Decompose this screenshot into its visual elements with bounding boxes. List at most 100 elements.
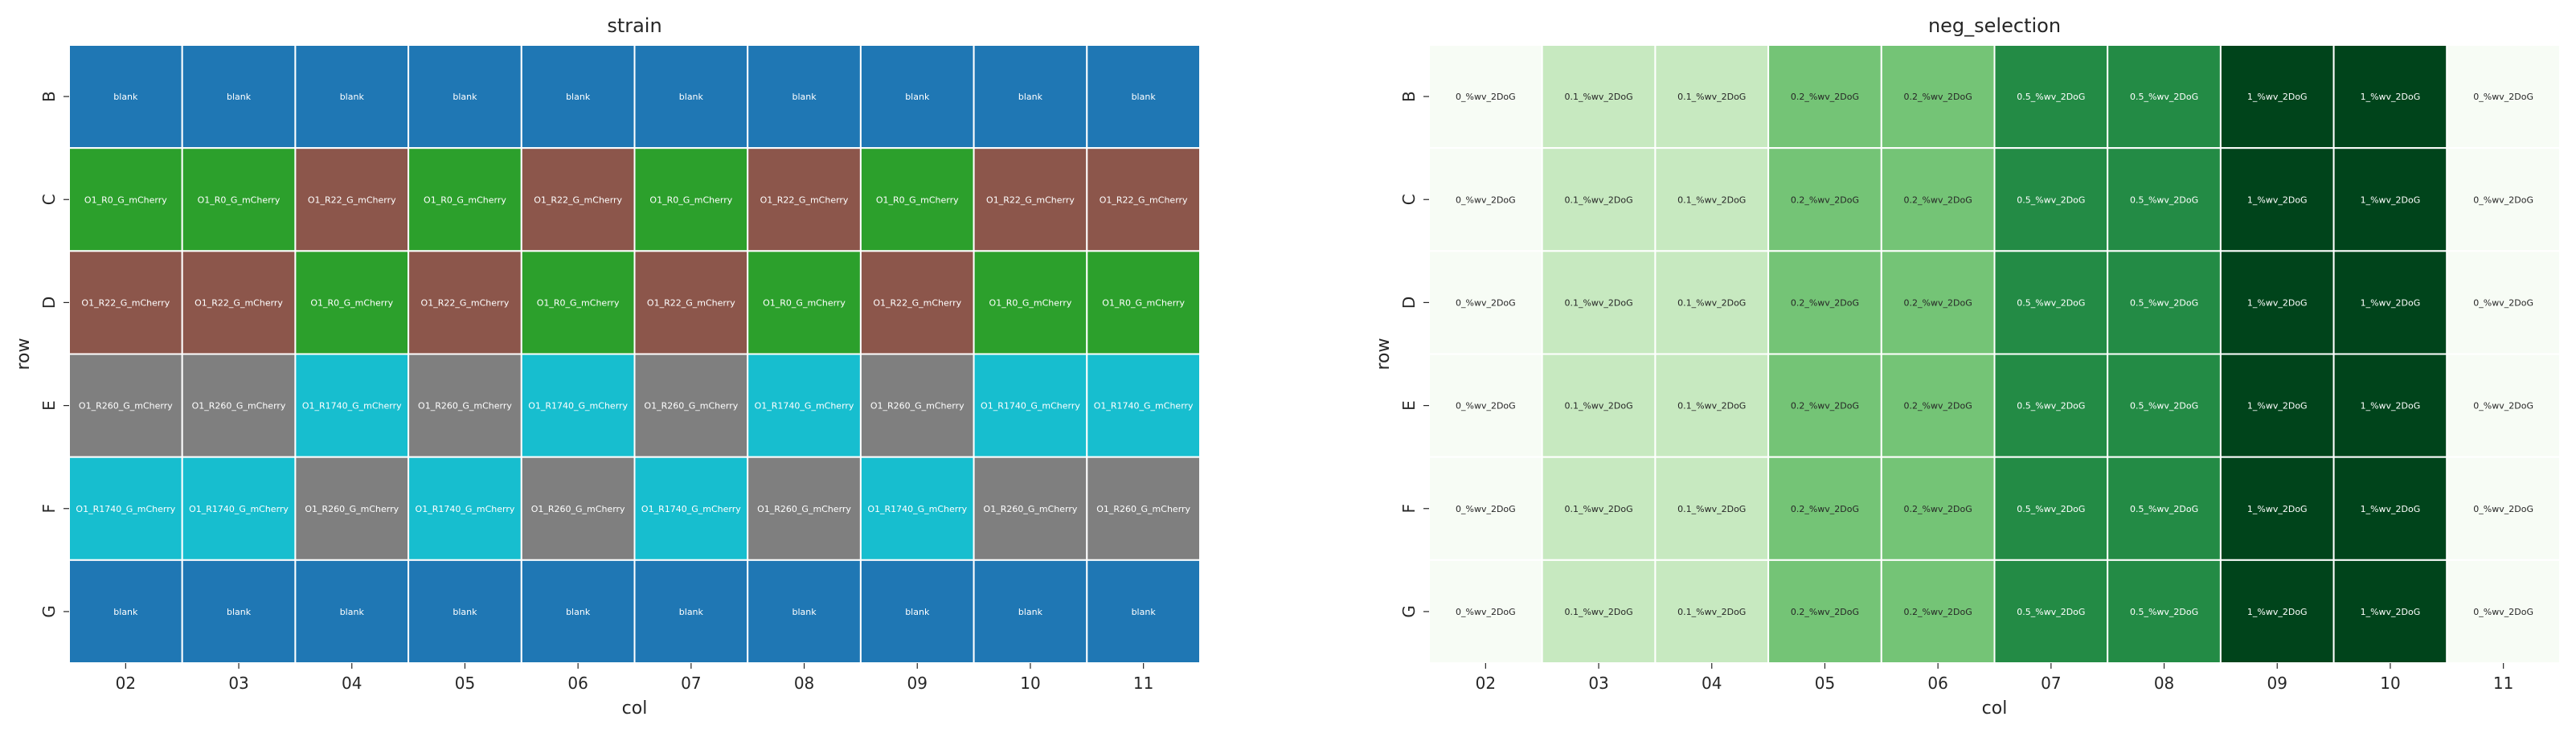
heatmap-cell [973,456,1088,561]
heatmap-cell [181,44,297,149]
heatmap-cell [1767,456,1882,561]
heatmap-cell [2446,353,2562,458]
heatmap-cell [1767,250,1882,355]
heatmap-cell [181,250,297,355]
cell-label: O1_R22_G_mCherry [534,195,622,205]
x-tick-label: 03 [1588,674,1608,693]
heatmap-cell [1993,44,2109,149]
heatmap-cell [1993,456,2109,561]
x-tick-label: 11 [2493,674,2513,693]
y-tick-label: E [39,400,59,411]
heatmap-cell [2219,559,2335,664]
cell-label: O1_R1740_G_mCherry [528,401,628,412]
x-axis-label: col [1982,698,2008,719]
cell-label: O1_R1740_G_mCherry [416,504,515,514]
heatmap-cell [1654,147,1770,252]
heatmap-cell [2332,559,2448,664]
x-tick-label: 04 [342,674,362,693]
cell-label: 1_%wv_2DoG [2247,607,2308,617]
heatmap-cell [973,250,1088,355]
heatmap-cell [407,559,522,664]
cell-label: 0.1_%wv_2DoG [1564,195,1632,205]
heatmap-cell [633,147,749,252]
cell-label: 1_%wv_2DoG [2247,504,2308,514]
heatmap-cell [1086,147,1202,252]
heatmap-cell [633,456,749,561]
cell-label: O1_R260_G_mCherry [1096,504,1190,514]
heatmap-cell [2332,250,2448,355]
cell-label: 0_%wv_2DoG [1456,92,1516,102]
cell-label: 0.2_%wv_2DoG [1791,195,1859,205]
heatmap-cell [1880,456,1996,561]
cell-label: 0.2_%wv_2DoG [1791,607,1859,617]
heatmap-cell [1880,147,1996,252]
cell-label: 0_%wv_2DoG [2473,504,2533,514]
y-tick-label: G [1399,605,1419,618]
cell-label: 0.2_%wv_2DoG [1791,504,1859,514]
heatmap-cell [2219,147,2335,252]
x-tick-label: 07 [681,674,701,693]
heatmap-cell [1993,147,2109,252]
heatmap-cell [2332,44,2448,149]
x-axis-label: col [622,698,648,719]
cell-label: 0.1_%wv_2DoG [1564,607,1632,617]
cell-label: 0_%wv_2DoG [2473,92,2533,102]
cell-label: 0_%wv_2DoG [1456,195,1516,205]
y-tick-label: G [39,605,59,618]
heatmap-cell [68,559,183,664]
heatmap-cell [1654,559,1770,664]
cell-label: 0.2_%wv_2DoG [1791,92,1859,102]
cell-label: 0.1_%wv_2DoG [1677,92,1746,102]
cell-label: 1_%wv_2DoG [2361,195,2421,205]
cell-label: O1_R1740_G_mCherry [76,504,175,514]
heatmap-cell [1767,44,1882,149]
cell-label: O1_R22_G_mCherry [421,297,510,308]
cell-label: 0_%wv_2DoG [2473,195,2533,205]
heatmap-cell [2107,559,2222,664]
cell-label: 0.1_%wv_2DoG [1677,504,1746,514]
cell-label: 0_%wv_2DoG [1456,504,1516,514]
heatmap-cell [1428,353,1543,458]
cell-label: O1_R260_G_mCherry [870,401,964,412]
heatmap-cell [1086,353,1202,458]
heatmap-cell [633,353,749,458]
heatmap-cell [2107,353,2222,458]
x-tick-label: 08 [2154,674,2174,693]
heatmap-cell [1880,353,1996,458]
heatmap-cell [859,44,975,149]
heatmap-cell [1993,559,2109,664]
heatmap-cell [1428,456,1543,561]
heatmap-cell [2446,147,2562,252]
cell-label: blank [1018,92,1043,102]
cell-label: O1_R0_G_mCherry [310,297,393,308]
heatmap-cell [1880,44,1996,149]
cell-label: blank [453,607,477,617]
heatmap-cell [859,353,975,458]
heatmap-cell [859,456,975,561]
y-tick-label: D [39,297,59,309]
heatmap-cell [2107,147,2222,252]
y-tick-label: C [39,194,59,205]
cell-label: O1_R0_G_mCherry [537,297,620,308]
heatmap-cell [1993,353,2109,458]
neg-selection-heatmap: 0_%wv_2DoG 0.1_%wv_2DoG 0.1_%wv_2DoG 0.2_%w… [1374,14,2562,719]
cell-label: 0.1_%wv_2DoG [1564,92,1632,102]
cell-label: 0_%wv_2DoG [2473,607,2533,617]
heatmap-cell [407,147,522,252]
cell-label: 0.5_%wv_2DoG [2130,607,2198,617]
cell-label: 1_%wv_2DoG [2361,607,2421,617]
y-tick-label: F [39,504,59,514]
x-tick-label: 05 [455,674,475,693]
heatmap-cell [747,353,862,458]
cell-label: O1_R260_G_mCherry [79,401,173,412]
heatmap-cell [633,44,749,149]
cell-label: 0.5_%wv_2DoG [2017,195,2085,205]
cell-label: blank [1018,607,1043,617]
heatmap-cell [68,44,183,149]
heatmap-cell [973,147,1088,252]
x-tick-label: 08 [794,674,814,693]
cell-label: 1_%wv_2DoG [2247,401,2308,412]
cell-label: blank [453,92,477,102]
cell-label: 0_%wv_2DoG [1456,297,1516,308]
cell-label: 0.2_%wv_2DoG [1904,92,1972,102]
